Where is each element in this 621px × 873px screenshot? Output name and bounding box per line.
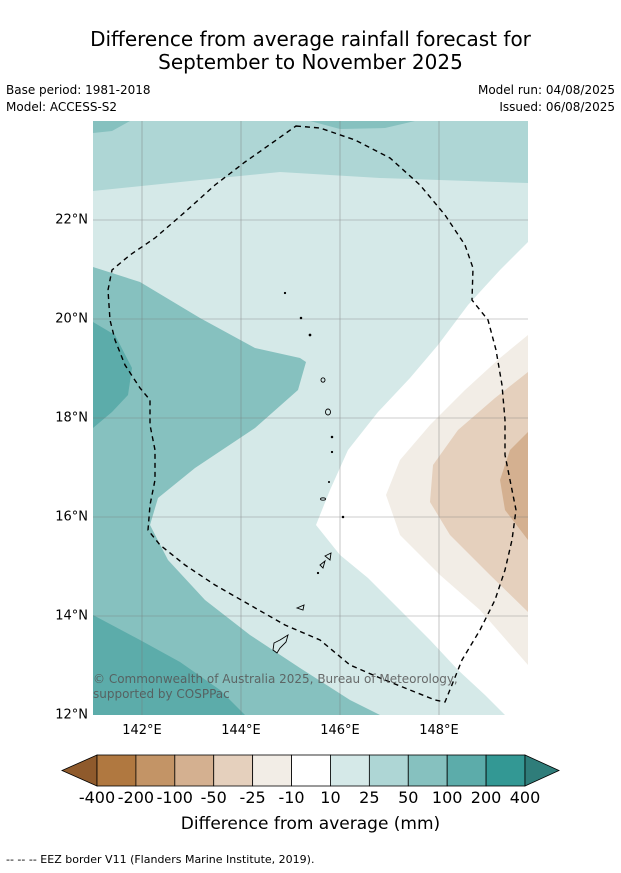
contour-100-200-south xyxy=(93,615,245,715)
contour-minus-50-100 xyxy=(500,432,528,540)
colorbar-tick-label: 50 xyxy=(398,788,419,807)
guam-island xyxy=(272,633,289,654)
aguijan-island xyxy=(316,571,320,575)
colorbar-swatch xyxy=(174,754,215,787)
colorbar-tick-label: 400 xyxy=(509,788,541,807)
colorbar-tick-label: -25 xyxy=(239,788,266,807)
farallon-island xyxy=(283,291,287,295)
colorbar-tick-label: 10 xyxy=(320,788,341,807)
saipan-island xyxy=(324,552,332,561)
eez-border xyxy=(107,125,517,703)
guguan-island xyxy=(330,435,334,439)
colorbar-swatch xyxy=(213,754,254,787)
colorbar-graphic xyxy=(61,754,560,787)
lat-label-14n: 14°N xyxy=(55,608,88,624)
lat-label-20n: 20°N xyxy=(55,311,88,327)
meta-right: Model run: 04/08/2025 Issued: 06/08/2025 xyxy=(478,82,615,116)
colorbar-under-arrow xyxy=(61,754,98,787)
eez-legend-note: -- -- -- EEZ border V11 (Flanders Marine… xyxy=(6,853,315,866)
colorbar-title: Difference from average (mm) xyxy=(180,814,441,834)
lon-label-148e: 148°E xyxy=(419,723,459,738)
colorbar-swatch xyxy=(446,754,487,787)
colorbar-tick-label: 25 xyxy=(359,788,380,807)
colorbar-swatch xyxy=(485,754,526,787)
contour-100-200-west xyxy=(93,322,132,428)
tinian-island xyxy=(319,559,326,569)
lon-label-144e: 144°E xyxy=(221,723,261,738)
asuncion-island xyxy=(308,333,312,337)
colorbar-swatch xyxy=(96,754,137,787)
meta-left: Base period: 1981-2018 Model: ACCESS-S2 xyxy=(6,82,151,116)
colorbar-tick-label: -400 xyxy=(78,788,116,807)
sarigan-island xyxy=(341,515,345,519)
colorbar-tick-label: 100 xyxy=(431,788,463,807)
colorbar-swatch xyxy=(252,754,292,787)
colorbar-tick-label: -10 xyxy=(278,788,305,807)
lat-label-18n: 18°N xyxy=(55,410,88,426)
colorbar-swatch xyxy=(368,754,409,787)
agrihan-island xyxy=(320,377,326,383)
map-title: Difference from average rainfall forecas… xyxy=(0,28,621,74)
anatahan-island xyxy=(320,497,326,501)
colorbar-tick-label: 200 xyxy=(470,788,502,807)
colorbar-swatch xyxy=(291,754,331,787)
title-line-1: Difference from average rainfall forecas… xyxy=(90,27,531,51)
colorbar-tick-label: -100 xyxy=(156,788,193,807)
lat-label-16n: 16°N xyxy=(55,509,88,525)
colorbar-over-arrow xyxy=(524,754,560,787)
islands xyxy=(272,291,345,654)
lat-label-22n: 22°N xyxy=(55,212,88,228)
lon-label-142e: 142°E xyxy=(122,723,162,738)
colorbar-tick-label: -50 xyxy=(200,788,227,807)
colorbar-swatch xyxy=(407,754,448,787)
medinilla-island xyxy=(327,480,331,484)
colorbar-tick-label: -200 xyxy=(117,788,155,807)
contour-minus-25-50 xyxy=(430,372,528,612)
title-line-2: September to November 2025 xyxy=(158,50,463,74)
colorbar-swatch xyxy=(135,754,176,787)
alamagan-island xyxy=(330,450,334,454)
rota-island xyxy=(295,604,305,611)
maug-island xyxy=(299,316,303,320)
contour-100-200-north xyxy=(93,121,130,133)
map-gridlines xyxy=(93,121,528,715)
contour-50-100 xyxy=(93,267,380,715)
lon-label-146e: 146°E xyxy=(320,723,360,738)
colorbar-swatch xyxy=(330,754,370,787)
lat-label-12n: 12°N xyxy=(55,707,88,723)
contour-10-25-top xyxy=(310,121,415,129)
issued-text: Issued: 06/08/2025 xyxy=(499,100,615,114)
model-text: Model: ACCESS-S2 xyxy=(6,100,118,114)
base-period-text: Base period: 1981-2018 xyxy=(6,83,151,97)
pagan-island xyxy=(325,408,331,416)
model-run-text: Model run: 04/08/2025 xyxy=(477,83,615,97)
copyright-text: © Commonwealth of Australia 2025, Bureau… xyxy=(93,672,458,701)
